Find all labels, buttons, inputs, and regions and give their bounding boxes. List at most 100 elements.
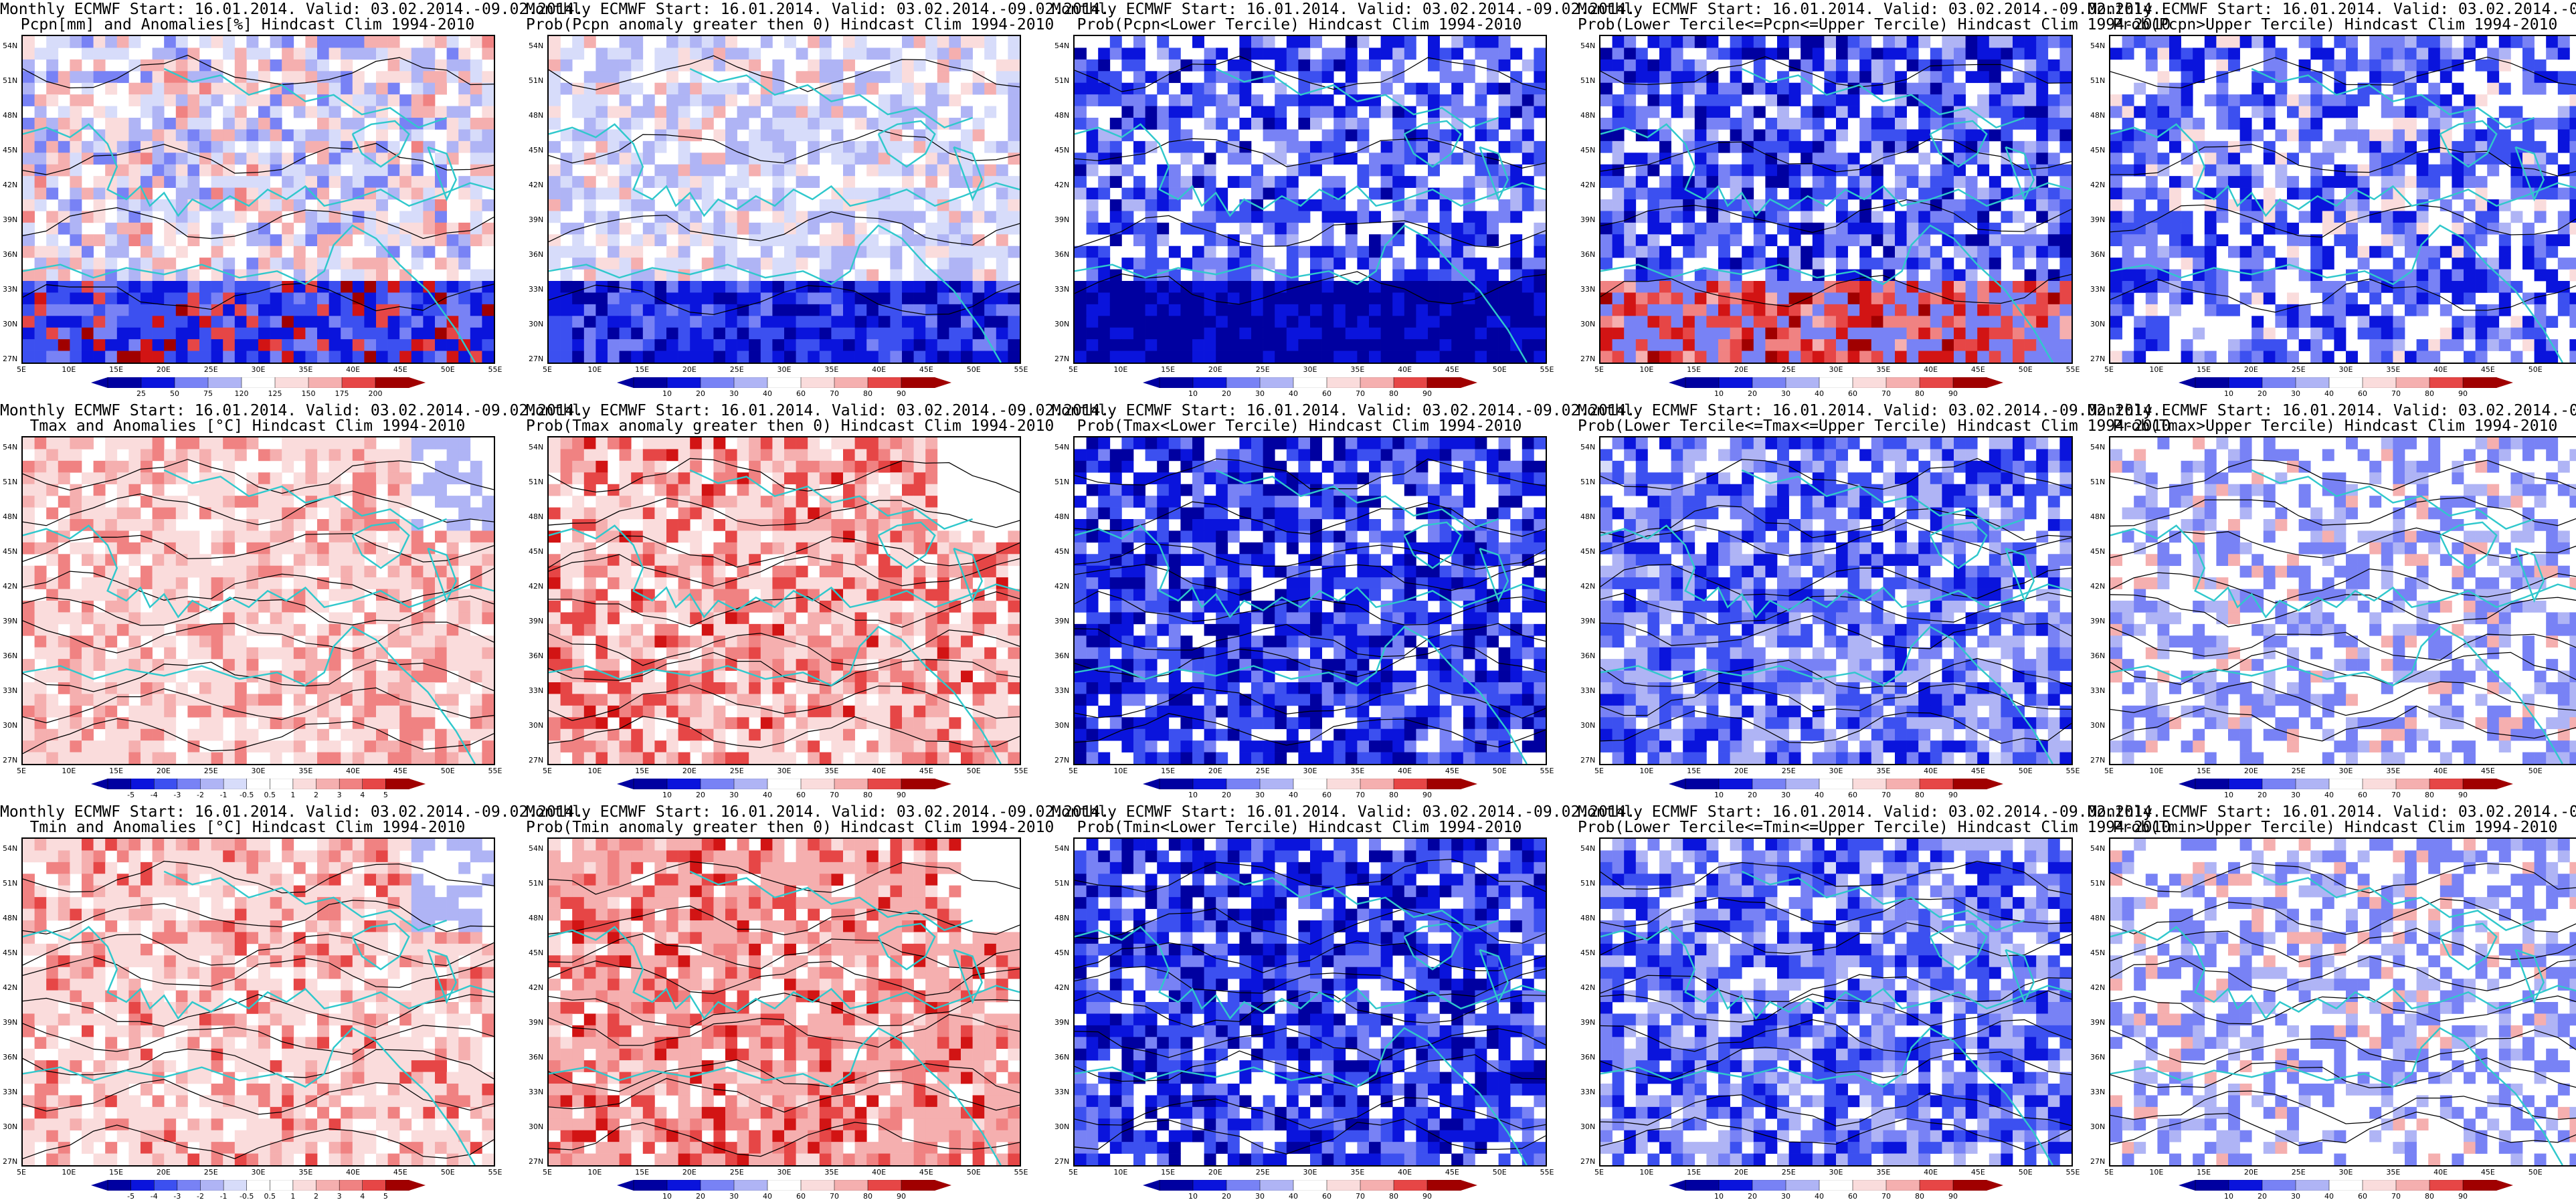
field-cell: [1357, 339, 1370, 351]
field-cell: [293, 258, 306, 270]
field-cell: [128, 554, 141, 567]
field-cell: [376, 234, 388, 247]
field-cell: [1168, 94, 1181, 106]
colorbar-swatch: [1159, 377, 1194, 388]
field-cell: [317, 211, 329, 223]
colorbar-swatch: [1885, 377, 1920, 388]
field-cell: [246, 94, 259, 106]
field-cell: [2204, 94, 2217, 106]
field-cell: [2452, 245, 2464, 258]
field-cell: [1906, 140, 1919, 153]
field-cell: [808, 281, 820, 293]
field-cell: [2134, 211, 2146, 223]
field-cell: [258, 530, 270, 543]
field-cell: [1310, 140, 1322, 153]
field-cell: [23, 281, 35, 293]
field-cell: [1765, 234, 1778, 247]
field-cell: [1180, 281, 1193, 293]
field-cell: [175, 222, 188, 235]
field-cell: [654, 176, 667, 188]
field-cell: [34, 47, 47, 60]
field-cell: [2452, 176, 2464, 188]
field-cell: [2181, 94, 2193, 106]
field-cell: [105, 460, 118, 473]
field-cell: [1730, 234, 1742, 247]
lon-tick-label: 5E: [1594, 365, 1604, 374]
field-cell: [2369, 153, 2382, 165]
field-cell: [2122, 245, 2134, 258]
field-cell: [713, 94, 726, 106]
field-cell: [435, 339, 447, 351]
field-cell: [187, 211, 200, 223]
field-cell: [2428, 140, 2441, 153]
field-cell: [376, 542, 388, 555]
field-cell: [1227, 59, 1240, 72]
field-cell: [164, 350, 177, 363]
field-cell: [2405, 47, 2417, 60]
field-cell: [1836, 316, 1848, 328]
field-cell: [1086, 327, 1099, 340]
field-cell: [293, 245, 306, 258]
field-cell: [749, 140, 761, 153]
field-cell: [82, 316, 94, 328]
field-cell: [364, 176, 377, 188]
field-cell: [1404, 269, 1416, 282]
field-cell: [1510, 316, 1523, 328]
field-cell: [317, 82, 329, 95]
field-cell: [984, 245, 997, 258]
colorbar-label: 30: [2291, 389, 2300, 398]
field-cell: [446, 437, 459, 449]
field-cell: [1718, 106, 1730, 118]
field-cell: [293, 292, 306, 305]
field-cell: [23, 269, 35, 282]
field-cell: [1157, 47, 1170, 60]
field-cell: [984, 304, 997, 316]
field-cell: [1859, 350, 1872, 363]
field-cell: [1730, 350, 1742, 363]
field-cell: [760, 304, 773, 316]
field-cell: [1600, 292, 1613, 305]
field-cell: [2334, 71, 2347, 84]
field-cell: [305, 258, 318, 270]
field-cell: [642, 350, 655, 363]
field-cell: [760, 140, 773, 153]
field-cell: [270, 304, 282, 316]
field-cell: [1392, 47, 1405, 60]
field-cell: [1522, 281, 1534, 293]
field-cell: [1635, 82, 1648, 95]
field-cell: [2522, 129, 2535, 142]
field-cell: [572, 82, 585, 95]
field-cell: [2475, 129, 2488, 142]
field-cell: [2534, 339, 2547, 351]
field-cell: [2322, 304, 2334, 316]
field-cell: [141, 164, 153, 177]
field-cell: [1192, 258, 1204, 270]
field-cell: [1145, 106, 1158, 118]
field-cell: [317, 472, 329, 485]
field-cell: [1930, 339, 1942, 351]
field-cell: [2322, 106, 2334, 118]
field-cell: [223, 118, 236, 130]
field-cell: [1730, 316, 1742, 328]
field-cell: [2393, 258, 2405, 270]
field-cell: [34, 304, 47, 316]
field-cell: [1659, 281, 1671, 293]
field-cell: [187, 484, 200, 496]
field-cell: [2334, 211, 2347, 223]
field-cell: [690, 187, 703, 200]
field-cell: [2157, 47, 2170, 60]
field-cell: [2487, 47, 2500, 60]
field-cell: [1742, 164, 1754, 177]
field-cell: [831, 153, 844, 165]
field-cell: [387, 118, 400, 130]
field-cell: [1310, 118, 1322, 130]
field-cell: [1895, 327, 1907, 340]
field-cell: [1098, 316, 1111, 328]
field-cell: [925, 316, 938, 328]
panel-title-line2: Tmax and Anomalies [°C] Hindcast Clim 19…: [29, 417, 466, 435]
field-cell: [937, 339, 949, 351]
field-cell: [423, 199, 436, 211]
field-cell: [996, 211, 1008, 223]
field-cell: [1683, 327, 1695, 340]
field-cell: [725, 316, 737, 328]
